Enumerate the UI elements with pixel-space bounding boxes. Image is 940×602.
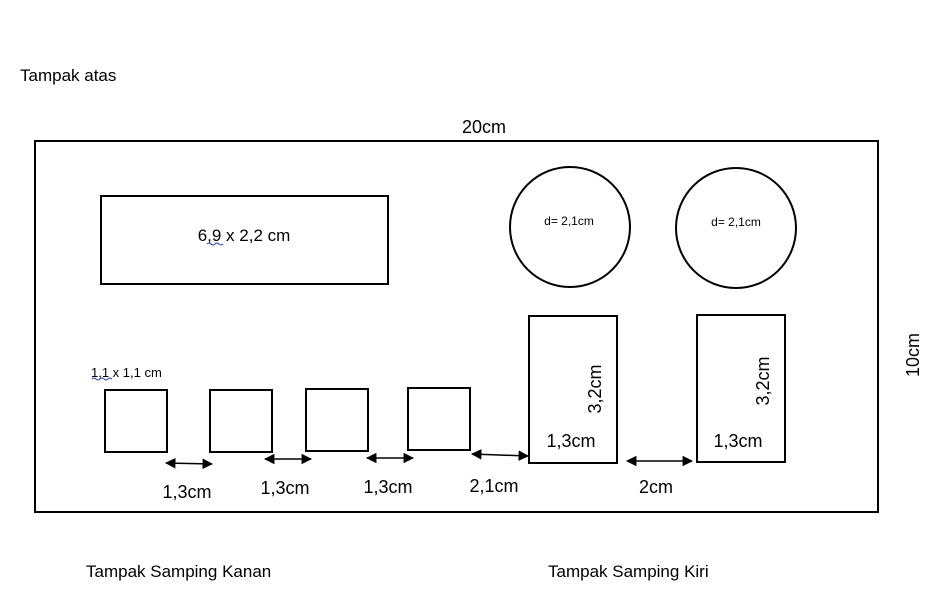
spellcheck-underline <box>206 242 224 246</box>
gap-label-3: 1,3cm <box>363 477 412 497</box>
tall-rectangle-2 <box>696 314 786 463</box>
circle-2 <box>675 167 797 289</box>
top-view-title: Tampak atas <box>20 66 116 85</box>
gap-arrow-4 <box>470 449 530 461</box>
small-square-3 <box>305 388 369 452</box>
right-side-view-caption: Tampak Samping Kanan <box>86 562 271 581</box>
gap-arrow-1 <box>164 457 214 470</box>
circle-1-label: d= 2,1cm <box>544 214 594 228</box>
gap-label-1: 1,3cm <box>162 482 211 502</box>
large-rectangle-label: 6,9 x 2,2 cm <box>198 226 291 245</box>
tall-rectangle-2-height-label: 3,2cm <box>753 356 773 405</box>
large-rectangle <box>100 195 389 285</box>
gap-label-4: 2,1cm <box>469 476 518 496</box>
small-square-label: 1,1 x 1,1 cm <box>91 365 162 380</box>
gap-label-5: 2cm <box>639 477 673 497</box>
left-side-view-caption: Tampak Samping Kiri <box>548 562 709 581</box>
circle-2-label: d= 2,1cm <box>711 215 761 229</box>
board-outline <box>34 140 879 513</box>
tall-rectangle-1-width-label: 1,3cm <box>546 431 595 451</box>
board-width-label: 20cm <box>462 117 506 137</box>
small-square-1 <box>104 389 168 453</box>
tall-rectangle-1 <box>528 315 618 464</box>
small-square-2 <box>209 389 273 453</box>
spellcheck-underline <box>91 377 113 381</box>
tall-rectangle-2-width-label: 1,3cm <box>713 431 762 451</box>
circle-1 <box>509 166 631 288</box>
small-square-4 <box>407 387 471 451</box>
tall-rectangle-1-height-label: 3,2cm <box>585 364 605 413</box>
gap-label-2: 1,3cm <box>260 478 309 498</box>
board-height-label: 10cm <box>903 333 923 377</box>
